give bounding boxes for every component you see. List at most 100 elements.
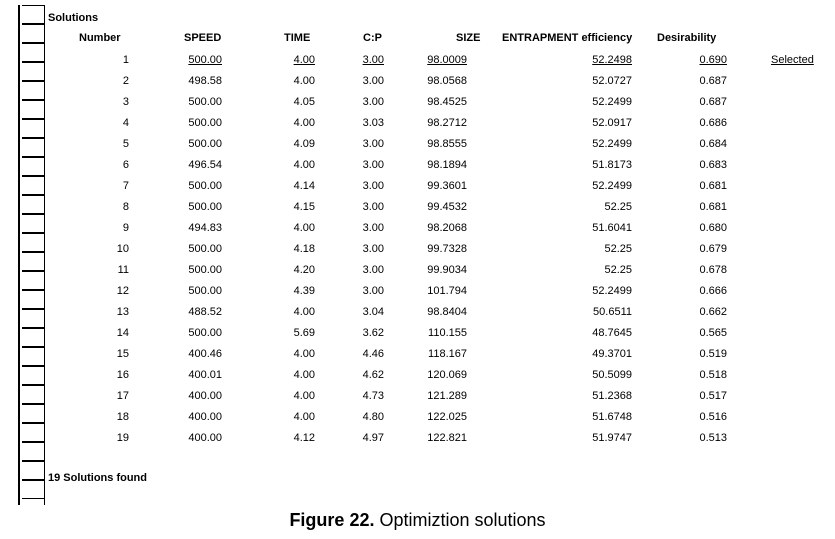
cell-size: 98.2068 xyxy=(427,222,467,234)
cell-desirability: 0.516 xyxy=(699,411,727,423)
header-desirability: Desirability xyxy=(657,32,717,44)
row-header-cell[interactable] xyxy=(22,366,44,385)
cell-cp: 3.62 xyxy=(362,327,384,339)
cell-speed: 400.00 xyxy=(188,432,222,444)
cell-size: 98.2712 xyxy=(427,117,467,129)
row-header-cell[interactable] xyxy=(22,157,44,176)
cell-entrapment: 48.7645 xyxy=(592,327,632,339)
cell-speed: 400.46 xyxy=(188,348,222,360)
cell-time: 4.14 xyxy=(293,180,315,192)
cell-cp: 3.00 xyxy=(362,264,384,276)
cell-entrapment: 51.6748 xyxy=(592,411,632,423)
caption-text: Optimiztion solutions xyxy=(374,510,546,530)
cell-speed: 500.00 xyxy=(188,285,222,297)
divider xyxy=(44,5,45,505)
row-header-cell[interactable] xyxy=(22,100,44,119)
cell-cp: 3.03 xyxy=(362,117,384,129)
cell-size: 121.289 xyxy=(427,390,467,402)
cell-speed: 400.01 xyxy=(188,369,222,381)
row-header-cell[interactable] xyxy=(22,271,44,290)
row-header-cell[interactable] xyxy=(22,290,44,309)
cell-size: 110.155 xyxy=(428,327,467,339)
cell-time: 4.00 xyxy=(293,306,315,318)
cell-size: 120.069 xyxy=(427,369,467,381)
selected-link[interactable]: Selected xyxy=(771,54,814,66)
cell-time: 4.00 xyxy=(293,159,315,171)
cell-number: 19 xyxy=(116,432,129,444)
cell-time: 4.12 xyxy=(293,432,315,444)
row-header-cell[interactable] xyxy=(22,81,44,100)
row-header-cell[interactable] xyxy=(22,404,44,423)
row-header-cell[interactable] xyxy=(22,5,44,24)
cell-speed: 500.00 xyxy=(188,264,222,276)
cell-time: 4.15 xyxy=(293,201,315,213)
cell-size: 122.025 xyxy=(427,411,467,423)
row-header-cell[interactable] xyxy=(22,62,44,81)
cell-number: 6 xyxy=(122,159,129,171)
cell-size: 98.0009 xyxy=(427,54,467,66)
cell-entrapment: 52.25 xyxy=(604,264,632,276)
cell-desirability: 0.513 xyxy=(699,432,727,444)
cell-size: 118.167 xyxy=(428,348,467,360)
cell-size: 98.4525 xyxy=(427,96,467,108)
row-header-cell[interactable] xyxy=(22,176,44,195)
solutions-count: 19 Solutions found xyxy=(48,472,147,484)
row-header-cell[interactable] xyxy=(22,24,44,43)
cell-speed: 496.54 xyxy=(188,159,222,171)
cell-number: 17 xyxy=(116,390,129,402)
row-header-cell[interactable] xyxy=(22,442,44,461)
row-header-cell[interactable] xyxy=(22,233,44,252)
row-header-cell[interactable] xyxy=(22,252,44,271)
cell-cp: 3.00 xyxy=(362,54,384,66)
cell-number: 1 xyxy=(122,54,129,66)
cell-size: 122.821 xyxy=(427,432,467,444)
cell-cp: 3.00 xyxy=(362,285,384,297)
cell-size: 99.3601 xyxy=(427,180,467,192)
row-header-cell[interactable] xyxy=(22,309,44,328)
row-header-cell[interactable] xyxy=(22,195,44,214)
row-header-cell[interactable] xyxy=(22,347,44,366)
cell-cp: 4.46 xyxy=(362,348,384,360)
cell-time: 4.00 xyxy=(293,390,315,402)
cell-entrapment: 52.2499 xyxy=(592,180,632,192)
cell-cp: 3.00 xyxy=(362,159,384,171)
cell-desirability: 0.519 xyxy=(699,348,727,360)
cell-speed: 494.83 xyxy=(188,222,222,234)
row-header-cell[interactable] xyxy=(22,214,44,233)
row-header-cell[interactable] xyxy=(22,480,44,499)
cell-time: 4.05 xyxy=(293,96,315,108)
cell-speed: 500.00 xyxy=(188,327,222,339)
header-entrapment: ENTRAPMENT efficiency xyxy=(502,32,633,44)
row-header-cell[interactable] xyxy=(22,328,44,347)
cell-number: 8 xyxy=(122,201,129,213)
cell-time: 4.39 xyxy=(293,285,315,297)
cell-time: 4.09 xyxy=(293,138,315,150)
cell-entrapment: 51.8173 xyxy=(592,159,632,171)
row-header-cell[interactable] xyxy=(22,423,44,442)
cell-time: 4.00 xyxy=(293,54,315,66)
cell-speed: 500.00 xyxy=(188,180,222,192)
cell-entrapment: 50.5099 xyxy=(592,369,632,381)
cell-number: 2 xyxy=(122,75,129,87)
cell-desirability: 0.690 xyxy=(699,54,727,66)
cell-entrapment: 52.0917 xyxy=(592,117,632,129)
cell-desirability: 0.687 xyxy=(699,75,727,87)
cell-size: 99.4532 xyxy=(427,201,467,213)
row-header-cell[interactable] xyxy=(22,43,44,62)
cell-number: 10 xyxy=(116,243,129,255)
row-header-cell[interactable] xyxy=(22,138,44,157)
cell-size: 98.8555 xyxy=(427,138,467,150)
cell-cp: 4.73 xyxy=(362,390,384,402)
cell-cp: 3.00 xyxy=(362,138,384,150)
cell-time: 4.20 xyxy=(293,264,315,276)
row-header-cell[interactable] xyxy=(22,385,44,404)
cell-size: 99.9034 xyxy=(427,264,467,276)
row-header-cell[interactable] xyxy=(22,119,44,138)
cell-size: 98.1894 xyxy=(427,159,467,171)
row-header-cell[interactable] xyxy=(22,461,44,480)
cell-cp: 4.62 xyxy=(362,369,384,381)
cell-number: 18 xyxy=(116,411,129,423)
cell-desirability: 0.517 xyxy=(699,390,727,402)
cell-speed: 500.00 xyxy=(188,243,222,255)
cell-cp: 3.00 xyxy=(362,222,384,234)
